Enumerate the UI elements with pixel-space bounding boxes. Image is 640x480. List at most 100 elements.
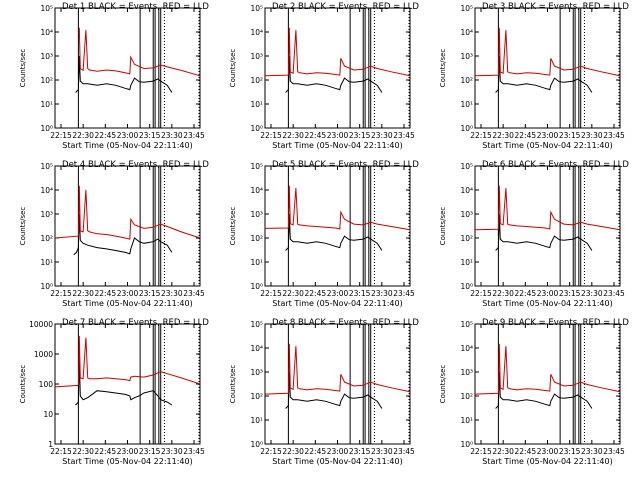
y-tick-label: 10⁴ bbox=[40, 28, 53, 37]
series-line-lld bbox=[474, 185, 621, 231]
y-tick-label: 10² bbox=[460, 392, 473, 401]
y-axis-label: Counts/sec bbox=[439, 49, 447, 88]
y-tick-label: 10³ bbox=[40, 210, 53, 219]
x-tick-label: 23:30 bbox=[161, 289, 183, 298]
x-tick-label: 22:15 bbox=[470, 289, 492, 298]
x-axis-label: Start Time (05-Nov-04 22:11:40) bbox=[62, 141, 192, 150]
chart-title: Det 4 BLACK = Events, RED = LLD bbox=[62, 160, 209, 170]
x-tick-label: 23:30 bbox=[161, 131, 183, 140]
y-tick-label: 100 bbox=[39, 380, 54, 389]
x-tick-label: 22:15 bbox=[50, 289, 72, 298]
x-tick-label: 22:30 bbox=[492, 289, 514, 298]
y-tick-label: 10² bbox=[460, 234, 473, 243]
panel-det-9: Det 9 BLACK = Events, RED = LLD 22:15 22:3… bbox=[439, 318, 629, 466]
x-tick-label: 23:15 bbox=[349, 447, 371, 456]
panel-det-7: Det 7 BLACK = Events, RED = LLD 22:15 22:3… bbox=[19, 318, 209, 466]
x-tick-label: 22:45 bbox=[305, 289, 327, 298]
x-tick-label: 23:15 bbox=[559, 131, 581, 140]
y-tick-label: 10³ bbox=[250, 368, 263, 377]
y-tick-label: 10⁰ bbox=[250, 124, 263, 133]
y-tick-label: 10000 bbox=[29, 320, 53, 329]
y-tick-label: 10¹ bbox=[250, 100, 263, 109]
y-tick-label: 10⁵ bbox=[460, 4, 473, 13]
x-tick-label: 23:45 bbox=[183, 289, 205, 298]
x-tick-label: 23:15 bbox=[139, 131, 161, 140]
x-tick-label: 22:45 bbox=[95, 447, 117, 456]
series-line-lld bbox=[78, 27, 201, 77]
panel-det-1: Det 1 BLACK = Events, RED = LLD 22:15 22:3… bbox=[19, 2, 209, 150]
x-tick-label: 22:45 bbox=[95, 289, 117, 298]
chart-title: Det 5 BLACK = Events, RED = LLD bbox=[272, 160, 419, 170]
x-tick-label: 23:45 bbox=[393, 131, 415, 140]
series-line-events bbox=[495, 371, 593, 409]
x-axis-label: Start Time (05-Nov-04 22:11:40) bbox=[272, 141, 402, 150]
y-tick-label: 10⁴ bbox=[250, 186, 263, 195]
panel-det-4: Det 4 BLACK = Events, RED = LLD 22:15 22:3… bbox=[19, 160, 209, 308]
chart-title: Det 9 BLACK = Events, RED = LLD bbox=[482, 318, 629, 328]
x-tick-label: 22:15 bbox=[470, 447, 492, 456]
y-tick-label: 10¹ bbox=[250, 258, 263, 267]
x-axis-label: Start Time (05-Nov-04 22:11:40) bbox=[62, 299, 192, 308]
series-line-events bbox=[285, 371, 383, 409]
y-tick-label: 10² bbox=[250, 392, 263, 401]
panel-det-5: Det 5 BLACK = Events, RED = LLD 22:15 22:3… bbox=[229, 160, 419, 308]
x-tick-label: 22:15 bbox=[50, 131, 72, 140]
plot-frame bbox=[54, 165, 201, 287]
chart-title: Det 8 BLACK = Events, RED = LLD bbox=[272, 318, 419, 328]
y-tick-label: 10⁰ bbox=[460, 282, 473, 291]
x-tick-label: 23:45 bbox=[183, 447, 205, 456]
x-tick-label: 22:15 bbox=[50, 447, 72, 456]
x-tick-label: 22:45 bbox=[305, 447, 327, 456]
x-tick-label: 23:15 bbox=[559, 289, 581, 298]
x-tick-label: 23:45 bbox=[603, 289, 625, 298]
x-tick-label: 22:45 bbox=[515, 447, 537, 456]
x-axis-label: Start Time (05-Nov-04 22:11:40) bbox=[62, 457, 192, 466]
panel-det-3: Det 3 BLACK = Events, RED = LLD 22:15 22:3… bbox=[439, 2, 629, 150]
x-axis-label: Start Time (05-Nov-04 22:11:40) bbox=[482, 141, 612, 150]
x-tick-label: 23:30 bbox=[581, 447, 603, 456]
y-tick-label: 10⁵ bbox=[40, 4, 53, 13]
series-line-lld bbox=[474, 343, 621, 395]
y-tick-label: 10⁰ bbox=[250, 282, 263, 291]
series-line-lld bbox=[54, 185, 201, 240]
x-tick-label: 22:45 bbox=[515, 289, 537, 298]
x-tick-label: 22:30 bbox=[282, 447, 304, 456]
y-tick-label: 10³ bbox=[460, 210, 473, 219]
x-tick-label: 23:00 bbox=[537, 131, 559, 140]
y-tick-label: 1 bbox=[48, 440, 53, 449]
y-tick-label: 10⁰ bbox=[40, 124, 53, 133]
x-tick-label: 23:30 bbox=[581, 289, 603, 298]
y-tick-label: 10⁵ bbox=[250, 320, 263, 329]
x-tick-label: 22:30 bbox=[282, 289, 304, 298]
x-axis-label: Start Time (05-Nov-04 22:11:40) bbox=[482, 457, 612, 466]
series-line-events bbox=[495, 213, 593, 251]
y-tick-label: 10⁵ bbox=[250, 4, 263, 13]
x-tick-label: 22:30 bbox=[492, 131, 514, 140]
y-axis-label: Counts/sec bbox=[229, 365, 237, 404]
y-axis-label: Counts/sec bbox=[19, 49, 27, 88]
series-line-events bbox=[73, 213, 173, 256]
x-tick-label: 23:45 bbox=[393, 289, 415, 298]
x-tick-label: 23:30 bbox=[371, 131, 393, 140]
x-tick-label: 23:00 bbox=[117, 131, 139, 140]
plot-frame bbox=[264, 7, 411, 129]
y-tick-label: 10⁴ bbox=[250, 28, 263, 37]
x-tick-label: 22:30 bbox=[492, 447, 514, 456]
x-tick-label: 23:30 bbox=[581, 131, 603, 140]
y-tick-label: 10² bbox=[250, 234, 263, 243]
y-tick-label: 10 bbox=[43, 410, 53, 419]
x-tick-label: 23:15 bbox=[349, 289, 371, 298]
y-axis-label: Counts/sec bbox=[229, 207, 237, 246]
y-tick-label: 10⁴ bbox=[40, 186, 53, 195]
y-tick-label: 10² bbox=[460, 76, 473, 85]
y-tick-label: 10³ bbox=[40, 52, 53, 61]
chart-title: Det 7 BLACK = Events, RED = LLD bbox=[62, 318, 209, 328]
panel-det-8: Det 8 BLACK = Events, RED = LLD 22:15 22:3… bbox=[229, 318, 419, 466]
y-axis-label: Counts/sec bbox=[439, 365, 447, 404]
x-tick-label: 23:15 bbox=[139, 447, 161, 456]
y-tick-label: 10³ bbox=[460, 52, 473, 61]
chart-title: Det 6 BLACK = Events, RED = LLD bbox=[482, 160, 629, 170]
x-tick-label: 23:00 bbox=[327, 447, 349, 456]
series-line-lld bbox=[54, 335, 201, 388]
